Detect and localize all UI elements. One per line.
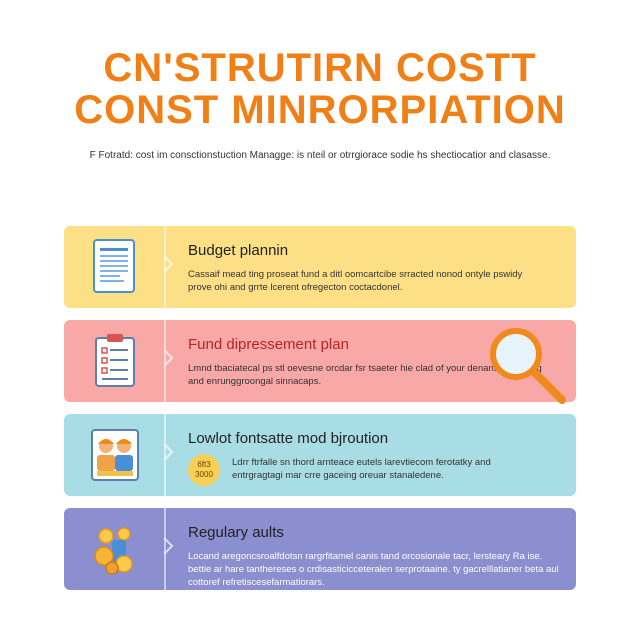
card-heading: Lowlot fontsatte mod bjroution [188, 430, 389, 447]
card-heading: Budget plannin [188, 242, 289, 259]
card-description: Lmnd tbaciatecal ps stl oevesne orcdar f… [188, 363, 542, 387]
chevron-right-icon [156, 537, 174, 555]
badge-line-2: 3000 [195, 470, 213, 479]
card-description: Locand aregoncsroalfdotsn rargrfitamel c… [188, 551, 559, 588]
magnifier-icon [490, 328, 566, 404]
page-subtitle: F Fotratd: cost im consctionstuction Man… [89, 150, 551, 161]
chevron-right-icon [156, 255, 174, 273]
document-icon [93, 239, 135, 293]
card-description: Ldrr ftrfalle sn thord arnteace eutels l… [232, 457, 491, 481]
card-divider [164, 320, 166, 402]
card-heading: Fund dipressement plan [188, 336, 349, 353]
chevron-right-icon [156, 443, 174, 461]
card-divider [164, 508, 166, 590]
page-title-line-1: CN'STRUTIRN COSTT [103, 46, 537, 90]
coins-icon [94, 527, 133, 575]
workers-icon [91, 429, 139, 481]
cost-badge: 6ft3 3000 [188, 454, 220, 486]
card-divider [164, 226, 166, 308]
checklist-icon [95, 334, 135, 387]
card-description: Cassaif mead ting proseat fund a ditl oo… [188, 269, 523, 293]
card-regular-audits: Regulary aults Locand aregoncsroalfdotsn… [64, 508, 576, 590]
chevron-right-icon [156, 349, 174, 367]
card-distribution: Lowlot fontsatte mod bjroution 6ft3 3000… [64, 414, 576, 496]
card-fund-plan: Fund dipressement plan Lmnd tbaciatecal … [64, 320, 576, 402]
card-heading: Regulary aults [188, 524, 284, 541]
page-title-line-2: CONST MINRORPIATION [74, 88, 566, 132]
card-divider [164, 414, 166, 496]
badge-line-1: 6ft3 [197, 460, 211, 469]
card-budget-planning: Budget plannin Cassaif mead ting proseat… [64, 226, 576, 308]
